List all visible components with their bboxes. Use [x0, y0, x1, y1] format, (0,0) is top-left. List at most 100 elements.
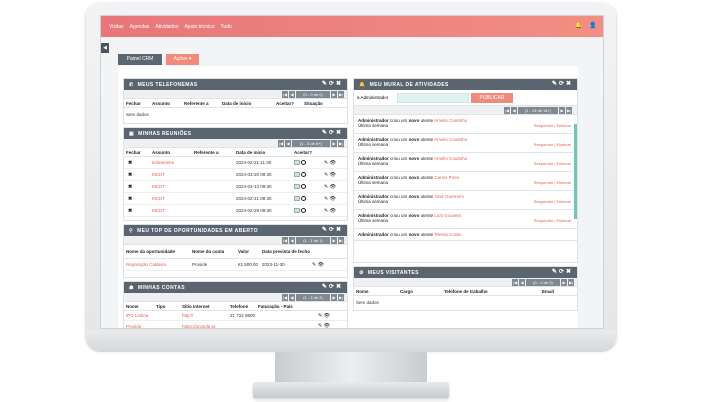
close-icon[interactable]: ✖ [128, 159, 133, 166]
col-header[interactable]: Assunto [152, 100, 170, 106]
activity-record-link[interactable]: Teresa Costa [434, 232, 461, 237]
row-action-icons[interactable]: ✎ 👁 [324, 195, 336, 202]
bell-icon[interactable]: 🔔 [575, 23, 583, 29]
dashlet-tools-icons[interactable]: ✎⟳✖ [321, 227, 343, 233]
row-action-icons[interactable]: ✎ 👁 [324, 171, 336, 178]
pager-first-icon[interactable]: |◀ [504, 107, 510, 114]
nav-item[interactable]: Visitas [109, 23, 124, 30]
col-header[interactable]: Nome da oportunidade [126, 249, 176, 254]
col-header[interactable]: Cargo [400, 288, 414, 294]
col-header[interactable]: Sítio Internet [182, 303, 210, 309]
meeting-subject-link[interactable]: MCDT [152, 196, 165, 201]
reply-delete-links[interactable]: Responder | Eliminar [533, 180, 571, 185]
pager-prev-icon[interactable]: ◀ [289, 91, 295, 98]
dashlet-tools-icons[interactable]: ✎⟳✖ [551, 269, 573, 275]
publish-button[interactable]: PUBLICAR [471, 93, 513, 103]
row-action-icons[interactable]: ✎ 👁 [318, 312, 330, 319]
pager-last-icon[interactable]: ▶| [338, 140, 344, 147]
meeting-subject-link[interactable]: MCDT [152, 208, 165, 213]
pager-first-icon[interactable]: |◀ [282, 237, 288, 244]
col-header[interactable]: Referente a [184, 100, 209, 106]
col-header[interactable]: Faturação - País [258, 303, 293, 309]
website-link[interactable]: https://proside.pt [182, 323, 216, 329]
pager-next-icon[interactable]: ▶ [331, 237, 337, 244]
dashlet-tools-icons[interactable]: ✎⟳✖ [321, 284, 343, 290]
dashlet-tools-icons[interactable]: ✎⟳✖ [321, 81, 343, 87]
nav-item[interactable]: Apoio técnico [184, 23, 215, 30]
close-icon[interactable]: ✖ [128, 207, 133, 214]
col-header[interactable]: Data de início [236, 149, 266, 155]
col-header[interactable]: Telefone de trabalho [444, 288, 488, 294]
col-header[interactable]: Aceitar? [294, 149, 313, 155]
pager-next-icon[interactable]: ▶ [559, 107, 565, 114]
activity-record-link[interactable]: Amelio Coutinho [434, 137, 468, 142]
col-header[interactable]: Nome da conta [192, 249, 225, 254]
scrollbar[interactable] [574, 124, 577, 219]
row-action-icons[interactable]: ✎ 👁 [324, 183, 336, 190]
pager-prev-icon[interactable]: ◀ [285, 140, 291, 147]
dashlet-tools-icons[interactable]: ✎⟳✖ [551, 81, 573, 87]
pager-last-icon[interactable]: ▶| [338, 294, 344, 301]
activity-record-link[interactable]: Amelio Coutinho [434, 156, 468, 161]
reply-delete-links[interactable]: Responder | Eliminar [533, 218, 571, 223]
pager-first-icon[interactable]: |◀ [282, 91, 288, 98]
col-header[interactable]: Email [542, 288, 555, 294]
website-link[interactable]: http:// [182, 313, 194, 318]
col-header[interactable]: Data de início [222, 100, 252, 106]
nav-item[interactable]: Tudo [220, 23, 232, 30]
pager-first-icon[interactable]: |◀ [282, 294, 288, 301]
meeting-subject-link[interactable]: MCDT [152, 184, 165, 189]
post-input[interactable] [397, 93, 469, 103]
col-header[interactable]: Data prevista de fecho [262, 249, 311, 254]
account-link[interactable]: Proside [126, 323, 142, 329]
col-header[interactable]: Aceitar? [276, 100, 295, 106]
col-header[interactable]: Referente a [194, 149, 219, 155]
account-link[interactable]: IPO Lisboa [126, 313, 149, 318]
col-header[interactable]: Valor [238, 249, 250, 254]
pager-prev-icon[interactable]: ◀ [519, 279, 525, 286]
nav-item[interactable]: Atividades [155, 23, 179, 30]
accept-icons[interactable] [294, 171, 324, 178]
pager-next-icon[interactable]: ▶ [331, 140, 337, 147]
tab-painel-crm[interactable]: Painel CRM [118, 54, 162, 65]
accept-icons[interactable] [294, 207, 324, 214]
dashlet-tools-icons[interactable]: ✎⟳✖ [321, 130, 343, 136]
activity-record-link[interactable]: Carlos Pires [434, 175, 459, 180]
col-header[interactable]: Nome [126, 303, 139, 309]
pager-prev-icon[interactable]: ◀ [289, 237, 295, 244]
accept-icons[interactable] [294, 159, 324, 166]
reply-delete-links[interactable]: Responder | Eliminar [533, 142, 571, 147]
opportunity-link[interactable]: Reparação Caldeira [126, 262, 167, 267]
activity-record-link[interactable]: Luís Gouveia [434, 213, 461, 218]
col-header[interactable]: Nome [356, 288, 369, 294]
close-icon[interactable]: ✖ [128, 195, 133, 202]
pager-first-icon[interactable]: |◀ [512, 279, 518, 286]
row-action-icons[interactable]: ✎ 👁 [312, 261, 324, 268]
row-action-icons[interactable]: ✎ 👁 [318, 323, 330, 329]
col-header[interactable]: Fechar [126, 149, 141, 155]
user-icon[interactable]: 👤 [589, 23, 597, 29]
actions-button[interactable]: Ações ▾ [166, 54, 199, 65]
meeting-subject-link[interactable]: MCDT [152, 172, 165, 177]
activity-record-link[interactable]: José Guerreiro [434, 194, 465, 199]
pager-next-icon[interactable]: ▶ [331, 294, 337, 301]
pager-first-icon[interactable]: |◀ [278, 140, 284, 147]
pager-last-icon[interactable]: ▶| [338, 237, 344, 244]
col-header[interactable]: Tipo [156, 303, 166, 309]
pager-last-icon[interactable]: ▶| [566, 107, 572, 114]
col-header[interactable]: Fechar [126, 100, 141, 106]
col-header[interactable]: Telefone [230, 303, 249, 309]
reply-delete-links[interactable]: Responder | Eliminar [533, 161, 571, 166]
pager-next-icon[interactable]: ▶ [331, 91, 337, 98]
pager-last-icon[interactable]: ▶| [338, 91, 344, 98]
pager-prev-icon[interactable]: ◀ [511, 107, 517, 114]
close-icon[interactable]: ✖ [128, 183, 133, 190]
nav-item[interactable]: Agendas [129, 23, 150, 30]
reply-delete-links[interactable]: Responder | Eliminar [533, 199, 571, 204]
close-icon[interactable]: ✖ [128, 171, 133, 178]
pager-next-icon[interactable]: ▶ [561, 279, 567, 286]
accept-icons[interactable] [294, 195, 324, 202]
pager-last-icon[interactable]: ▶| [568, 279, 574, 286]
activity-record-link[interactable]: Amelio Coutinho [434, 118, 468, 123]
pager-prev-icon[interactable]: ◀ [289, 294, 295, 301]
